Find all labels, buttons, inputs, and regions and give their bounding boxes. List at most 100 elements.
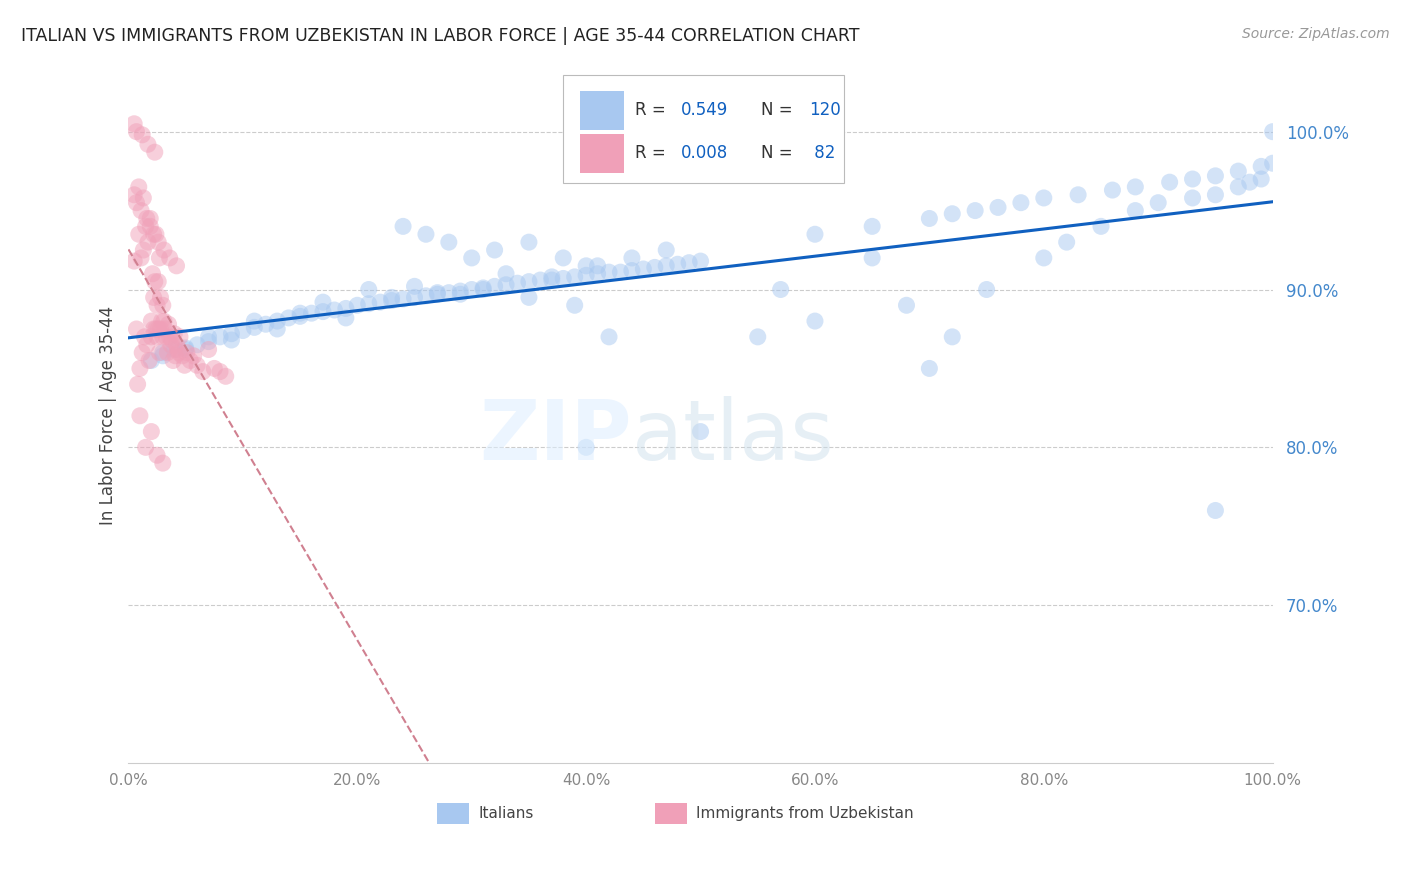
Point	[153, 243, 176, 257]
Point	[392, 219, 415, 234]
Point	[152, 298, 174, 312]
Text: 0.549: 0.549	[681, 101, 728, 120]
Point	[153, 314, 176, 328]
Point	[655, 243, 678, 257]
Point	[183, 349, 205, 363]
Bar	[581, 134, 624, 173]
Point	[506, 276, 529, 290]
Point	[1227, 164, 1250, 178]
Point	[769, 283, 792, 297]
Point	[149, 290, 172, 304]
Point	[125, 195, 148, 210]
Point	[529, 273, 551, 287]
Point	[208, 330, 231, 344]
Point	[179, 353, 201, 368]
Point	[381, 293, 404, 308]
Point	[1090, 219, 1112, 234]
Point	[1010, 195, 1032, 210]
Point	[125, 322, 148, 336]
Point	[689, 425, 711, 439]
Point	[564, 298, 586, 312]
Point	[221, 326, 243, 341]
Point	[135, 441, 157, 455]
Point	[437, 285, 460, 300]
Point	[484, 243, 506, 257]
Point	[136, 235, 159, 249]
Point	[129, 203, 152, 218]
Text: Source: ZipAtlas.com: Source: ZipAtlas.com	[1241, 27, 1389, 41]
Point	[644, 260, 666, 275]
Point	[1123, 180, 1146, 194]
Point	[804, 314, 827, 328]
Point	[146, 448, 169, 462]
Text: 0.008: 0.008	[681, 145, 728, 162]
Point	[404, 290, 426, 304]
Point	[169, 330, 191, 344]
Point	[122, 187, 145, 202]
Point	[1181, 191, 1204, 205]
Point	[165, 349, 187, 363]
Point	[142, 322, 165, 336]
Point	[540, 273, 562, 287]
Point	[472, 283, 495, 297]
Point	[575, 259, 598, 273]
Point	[540, 269, 562, 284]
Point	[148, 251, 170, 265]
Point	[517, 275, 540, 289]
Text: ITALIAN VS IMMIGRANTS FROM UZBEKISTAN IN LABOR FORCE | AGE 35-44 CORRELATION CHA: ITALIAN VS IMMIGRANTS FROM UZBEKISTAN IN…	[21, 27, 859, 45]
Point	[965, 203, 987, 218]
Point	[243, 320, 266, 334]
Point	[141, 267, 163, 281]
Point	[553, 271, 575, 285]
Point	[138, 353, 160, 368]
Point	[266, 314, 288, 328]
Point	[346, 298, 368, 312]
Point	[426, 287, 449, 301]
Point	[142, 290, 165, 304]
Bar	[655, 804, 686, 824]
Point	[166, 343, 188, 357]
Point	[323, 303, 346, 318]
Text: N =: N =	[761, 145, 799, 162]
Point	[134, 330, 156, 344]
Point	[141, 314, 163, 328]
Point	[517, 235, 540, 249]
Point	[128, 180, 150, 194]
Point	[918, 211, 941, 226]
Point	[157, 317, 180, 331]
Point	[172, 349, 194, 363]
Point	[191, 365, 214, 379]
Point	[1250, 160, 1272, 174]
Point	[141, 330, 163, 344]
Point	[553, 251, 575, 265]
Point	[131, 345, 153, 359]
Point	[152, 349, 174, 363]
Point	[1067, 187, 1090, 202]
Text: Italians: Italians	[478, 806, 534, 822]
Point	[1123, 203, 1146, 218]
Point	[1261, 156, 1284, 170]
Point	[335, 301, 357, 316]
Point	[156, 345, 179, 359]
Point	[128, 227, 150, 242]
Point	[166, 259, 188, 273]
Point	[495, 277, 517, 292]
Point	[145, 322, 167, 336]
Point	[174, 341, 197, 355]
Text: ZIP: ZIP	[479, 396, 631, 477]
Point	[277, 310, 299, 325]
Point	[517, 290, 540, 304]
Point	[141, 353, 163, 368]
Point	[146, 298, 169, 312]
Point	[1239, 175, 1261, 189]
Point	[1147, 195, 1170, 210]
Point	[598, 330, 620, 344]
Point	[918, 361, 941, 376]
Point	[163, 326, 186, 341]
Point	[135, 219, 157, 234]
Point	[312, 304, 335, 318]
FancyBboxPatch shape	[564, 76, 844, 183]
Point	[666, 257, 689, 271]
Point	[404, 279, 426, 293]
Text: Immigrants from Uzbekistan: Immigrants from Uzbekistan	[696, 806, 914, 822]
